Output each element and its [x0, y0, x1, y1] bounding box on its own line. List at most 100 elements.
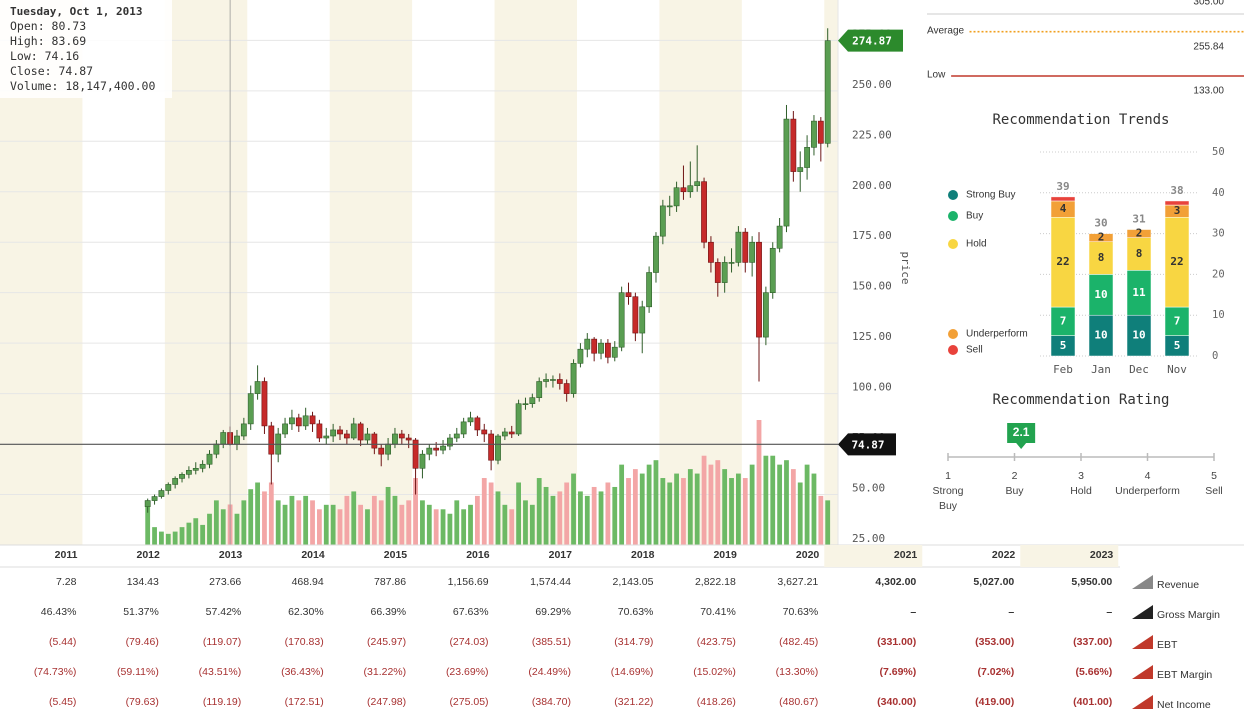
table-cell: (331.00) [877, 636, 916, 648]
candle-body [295, 417, 302, 427]
header-band [824, 545, 923, 567]
candle-body [337, 429, 343, 435]
candle-body [488, 433, 495, 461]
candle-body [659, 205, 666, 237]
volume-bar [165, 533, 171, 545]
volume-bar [392, 495, 398, 545]
table-cell: 1,156.69 [448, 576, 489, 588]
candle-body [460, 421, 467, 435]
candle-body [234, 435, 240, 445]
table-cell: 3,627.21 [777, 576, 818, 588]
volume-bar [736, 473, 741, 545]
candle-body [192, 467, 199, 471]
volume-bar [420, 500, 425, 545]
bar-segment [1050, 196, 1076, 202]
table-cell: 787.86 [374, 576, 406, 588]
rating-tick-name: Sell [1205, 485, 1223, 497]
volume-bar [152, 527, 157, 545]
candle-body [708, 241, 714, 263]
candle-body [776, 225, 783, 249]
table-cell: 67.63% [453, 606, 489, 618]
volume-bar [591, 486, 597, 545]
candle-body [591, 338, 598, 354]
column-header: 2016 [466, 549, 490, 561]
table-cell: 2,143.05 [613, 576, 654, 588]
tooltip-row: Low: 74.16 [10, 49, 168, 64]
tooltip-label: Low: [10, 49, 38, 63]
volume-bar [282, 504, 288, 545]
candle-body [749, 241, 756, 263]
table-cell: (24.49%) [528, 666, 571, 678]
table-cell: 70.63% [783, 606, 819, 618]
candle-body [282, 423, 288, 435]
candle-body [158, 490, 165, 497]
column-header: 2014 [301, 549, 325, 561]
volume-bar [722, 469, 728, 545]
candle-body [804, 147, 810, 168]
candle-body [550, 379, 556, 381]
volume-bar [550, 495, 556, 545]
volume-bar [413, 478, 418, 545]
volume-bar [488, 482, 494, 545]
candle-body [412, 439, 419, 469]
volume-bar [426, 504, 432, 545]
candle-body [811, 120, 817, 148]
candle-body [508, 431, 515, 435]
candle-body [618, 292, 625, 348]
candle-body [151, 496, 158, 501]
target-name: Low [927, 70, 946, 81]
candle-body [378, 447, 385, 455]
table-cell: 46.43% [41, 606, 77, 618]
candle-body [769, 247, 776, 293]
table-cell: (7.69%) [879, 666, 916, 678]
volume-bar [653, 460, 659, 545]
candle-body [302, 415, 309, 427]
volume-bar [818, 495, 824, 545]
legend-label: Underperform [966, 329, 1028, 340]
volume-bar [639, 473, 645, 545]
table-cell: 273.66 [209, 576, 241, 588]
target-name: Average [927, 25, 965, 36]
volume-bar [193, 518, 199, 545]
rating-tick-label: 5 [1211, 470, 1217, 482]
rating-tick-name: Hold [1070, 485, 1092, 497]
row-icon [1132, 635, 1153, 649]
candle-body [522, 403, 529, 406]
bar-segment [1050, 217, 1076, 308]
x-tick-label: Nov [1167, 363, 1187, 376]
tooltip-value: 74.87 [58, 64, 94, 78]
candle-body [350, 423, 357, 439]
volume-bar [371, 495, 377, 545]
segment-label: 22 [1170, 255, 1183, 268]
segment-label: 5 [1174, 339, 1181, 352]
candle-body [570, 363, 577, 394]
table-cell: (31.22%) [364, 666, 407, 678]
volume-bar [681, 478, 686, 545]
y-tick-label: 100.00 [852, 381, 892, 394]
volume-bar [509, 509, 515, 545]
candle-body [179, 474, 185, 479]
candle-body [543, 379, 549, 382]
legend-label: Hold [966, 239, 987, 250]
volume-bar [255, 482, 260, 545]
segment-label: 7 [1060, 314, 1067, 327]
candle-body [289, 417, 295, 425]
volume-bar [770, 455, 776, 545]
table-cell: (119.19) [203, 696, 241, 708]
volume-bar [296, 500, 302, 545]
trends-title: Recommendation Trends [992, 112, 1169, 128]
volume-bar [516, 482, 521, 545]
table-cell: 5,950.00 [1071, 576, 1112, 588]
candle-body [206, 453, 213, 465]
x-tick-label: Feb [1053, 363, 1073, 376]
y-tick-label: 175.00 [852, 229, 892, 242]
table-cell: – [910, 606, 916, 618]
segment-label: 10 [1094, 329, 1107, 342]
volume-bar [660, 478, 666, 545]
candle-body [529, 397, 536, 405]
candle-body [584, 338, 591, 350]
volume-bar [784, 460, 789, 545]
candle-body [515, 403, 522, 435]
tooltip-value: 83.69 [51, 34, 87, 48]
candle-body [577, 348, 584, 364]
